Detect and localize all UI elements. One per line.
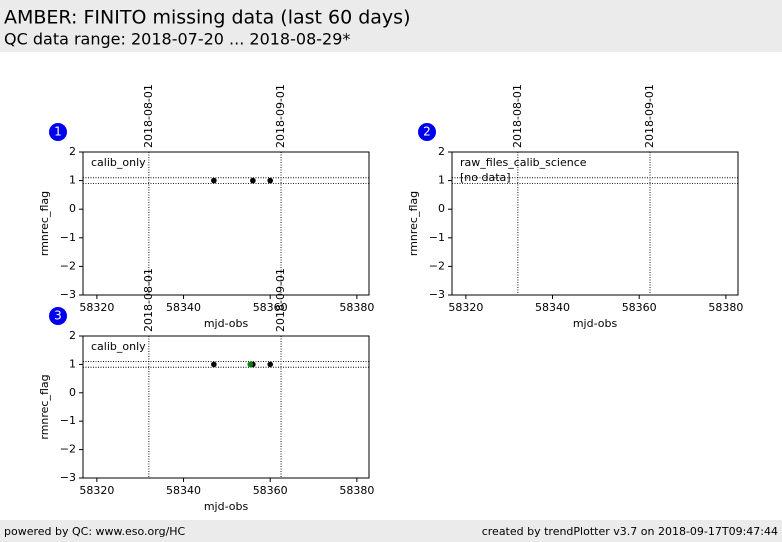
panel-badge (418, 123, 436, 141)
panel-note: [no data] (460, 171, 511, 184)
header-band (0, 0, 782, 52)
footer-right: created by trendPlotter v3.7 on 2018-09-… (482, 525, 778, 538)
y-tick-label: 2 (69, 145, 76, 158)
x-axis-label: mjd-obs (204, 317, 249, 330)
plot-area (451, 151, 739, 296)
page-subtitle: QC data range: 2018-07-20 ... 2018-08-29… (4, 30, 350, 49)
x-tick-label: 58380 (339, 301, 374, 314)
date-label: 2018-08-01 (511, 84, 524, 148)
y-tick-label: −1 (60, 414, 76, 427)
x-tick-label: 58360 (253, 301, 288, 314)
date-label: 2018-09-01 (643, 84, 656, 148)
date-label: 2018-08-01 (142, 268, 155, 332)
panel-badge (49, 307, 67, 325)
data-point (267, 177, 274, 184)
x-tick-label: 58360 (253, 484, 288, 497)
x-tick-label: 58320 (79, 301, 114, 314)
y-tick-label: −1 (429, 231, 445, 244)
y-tick-label: −3 (60, 471, 76, 484)
y-tick-label: −3 (429, 288, 445, 301)
panel-number: 3 (54, 309, 62, 323)
data-point (211, 361, 217, 368)
data-point (211, 177, 217, 184)
y-tick-label: −1 (60, 231, 76, 244)
x-tick-label: 58340 (166, 484, 201, 497)
y-tick-label: 0 (438, 202, 445, 215)
x-tick-label: 58380 (339, 484, 374, 497)
x-tick-label: 58340 (166, 301, 201, 314)
date-label: 2018-08-01 (142, 84, 155, 148)
data-point (250, 177, 256, 184)
panel-label: calib_only (91, 156, 146, 169)
footer-band (0, 520, 782, 542)
plot-area (82, 335, 370, 479)
y-tick-label: 0 (69, 386, 76, 399)
y-tick-label: −2 (429, 259, 445, 272)
y-tick-label: −3 (60, 288, 76, 301)
date-label: 2018-09-01 (274, 268, 287, 332)
page-title: AMBER: FINITO missing data (last 60 days… (4, 7, 410, 29)
y-tick-label: 1 (438, 174, 445, 187)
x-axis-label: mjd-obs (204, 500, 249, 513)
panel-number: 2 (423, 125, 431, 139)
x-axis-label: mjd-obs (573, 317, 618, 330)
date-label: 2018-09-01 (274, 84, 287, 148)
y-tick-label: −2 (60, 443, 76, 456)
x-tick-label: 58320 (448, 301, 483, 314)
x-tick-label: 58320 (79, 484, 114, 497)
y-tick-label: 1 (69, 357, 76, 370)
panel-number: 1 (54, 125, 62, 139)
x-tick-label: 58360 (622, 301, 657, 314)
x-tick-label: 58380 (708, 301, 743, 314)
y-axis-label: rmnrec_flag (38, 374, 51, 439)
y-axis-label: rmnrec_flag (38, 191, 51, 256)
panel-badge (49, 123, 67, 141)
y-tick-label: 1 (69, 174, 76, 187)
y-tick-label: 2 (69, 329, 76, 342)
y-tick-label: −2 (60, 259, 76, 272)
panel-label: calib_only (91, 340, 146, 353)
y-tick-label: 0 (69, 202, 76, 215)
panel-label: raw_files_calib_science (460, 156, 587, 169)
y-tick-label: 2 (438, 145, 445, 158)
footer-left: powered by QC: www.eso.org/HC (4, 525, 186, 538)
data-point (247, 361, 254, 368)
data-point (267, 361, 274, 368)
plot-area (82, 151, 370, 296)
x-tick-label: 58340 (535, 301, 570, 314)
y-axis-label: rmnrec_flag (407, 191, 420, 256)
